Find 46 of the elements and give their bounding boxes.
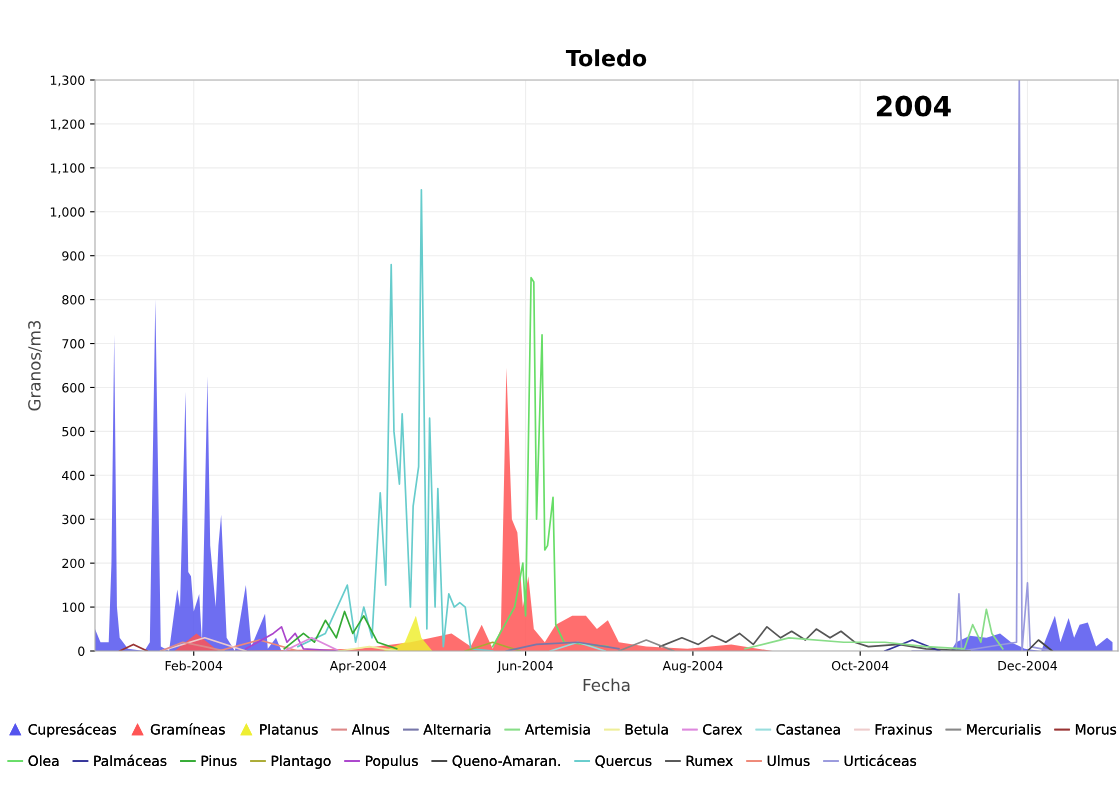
y-tick-label: 1,200 xyxy=(50,119,85,131)
chart-title: Toledo xyxy=(565,49,647,67)
y-tick-label: 200 xyxy=(62,558,85,569)
legend-label: Carex xyxy=(703,724,743,735)
y-tick-label: 900 xyxy=(62,251,85,261)
legend-label: Gramíneas xyxy=(150,723,225,735)
legend-label: Alternaria xyxy=(423,723,491,735)
y-tick-label: 1,300 xyxy=(50,75,85,87)
y-tick-label: 1,000 xyxy=(50,207,85,218)
legend-label: Fraxinus xyxy=(875,723,932,735)
y-tick-label: 400 xyxy=(62,470,85,481)
annotation: 2004 xyxy=(876,95,951,117)
legend-label: Olea xyxy=(28,755,59,767)
legend-label: Urticáceas xyxy=(844,754,917,767)
y-tick-label: 0 xyxy=(78,646,85,656)
legend-label: Morus xyxy=(1075,724,1117,735)
y-tick-label: 600 xyxy=(62,382,85,393)
x-axis-title: Fecha xyxy=(583,678,630,692)
x-tick-label: Aug-2004 xyxy=(662,660,723,673)
y-tick-label: 100 xyxy=(62,602,85,612)
y-tick-label: 700 xyxy=(62,339,85,349)
legend-label: Palmáceas xyxy=(94,754,167,767)
x-tick-label: Apr-2004 xyxy=(329,660,387,673)
legend-label: Queno-Amaran. xyxy=(452,755,560,768)
legend-label: Platanus xyxy=(260,723,318,735)
legend-label: Mercurialis xyxy=(967,723,1041,735)
legend-label: Artemisia xyxy=(524,723,590,735)
x-tick-label: Dec-2004 xyxy=(998,660,1058,671)
y-tick-label: 300 xyxy=(62,514,85,525)
y-tick-label: 500 xyxy=(62,426,85,437)
legend-label: Populus xyxy=(365,755,418,769)
legend-label: Rumex xyxy=(686,755,733,767)
legend-label: Castanea xyxy=(776,724,840,735)
y-tick-label: 800 xyxy=(62,295,85,305)
legend-label: Alnus xyxy=(351,723,390,735)
legend-label: Plantago xyxy=(271,755,331,769)
legend-label: Pinus xyxy=(201,755,237,767)
x-tick-label: Feb-2004 xyxy=(165,660,223,671)
legend-label: Cupresáceas xyxy=(28,723,117,738)
x-tick-label: Jun-2004 xyxy=(497,660,553,673)
y-axis-title: Granos/m3 xyxy=(28,320,43,411)
legend-label: Quercus xyxy=(595,755,652,768)
y-tick-label: 1,100 xyxy=(50,163,85,175)
legend-label: Ulmus xyxy=(767,755,810,767)
legend-label: Betula xyxy=(625,723,668,735)
x-tick-label: Oct-2004 xyxy=(831,660,889,671)
